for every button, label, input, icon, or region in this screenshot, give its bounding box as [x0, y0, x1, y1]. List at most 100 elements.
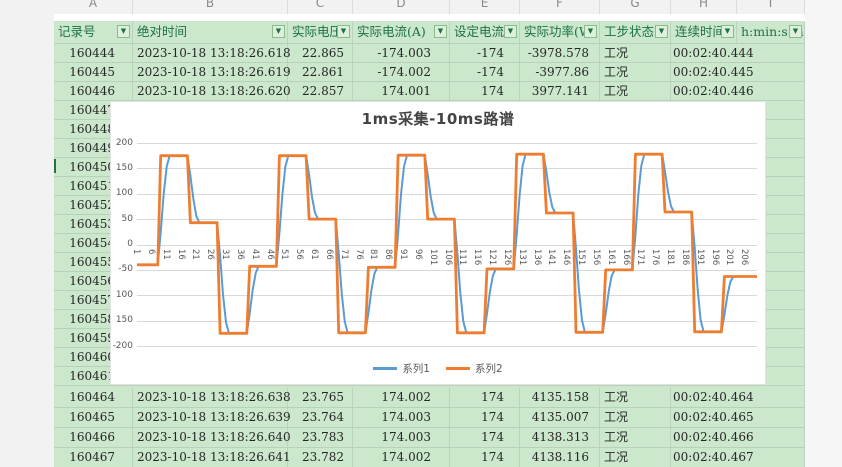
- data-cell: -174: [450, 63, 520, 81]
- data-cell: 2023-10-18 13:18:26.619: [133, 63, 291, 81]
- data-cell: 160444: [54, 44, 133, 62]
- data-cell: 23.765: [288, 388, 353, 407]
- empty-cell: [737, 44, 805, 62]
- table-row: 160466 2023-10-18 13:18:26.640 23.783 174.0…: [54, 428, 805, 448]
- y-axis-tick-label: 50: [121, 213, 133, 224]
- filter-dropdown-icon[interactable]: ▼: [504, 25, 517, 38]
- column-letter-B[interactable]: B: [133, 0, 288, 16]
- chart-gridline: [137, 269, 757, 271]
- data-cell: 160466: [54, 428, 133, 447]
- hidden-cell: [737, 367, 805, 385]
- chart-title: 1ms采集-10ms路谱: [361, 110, 515, 128]
- y-axis-tick-label: 0: [127, 239, 133, 249]
- filter-dropdown-icon[interactable]: ▼: [584, 25, 597, 38]
- data-cell: 174.003: [353, 428, 450, 447]
- hidden-cell: [737, 348, 805, 366]
- empty-cell: [737, 428, 805, 447]
- chart-gridline: [137, 168, 757, 170]
- data-cell: 工况: [600, 448, 671, 467]
- column-letter-C[interactable]: C: [288, 0, 353, 16]
- data-cell: 00:02:40.464: [673, 390, 754, 404]
- data-cell: 2023-10-18 13:18:26.639: [133, 408, 291, 427]
- data-cell: -174.002: [353, 63, 450, 81]
- data-cell: -174.003: [353, 44, 450, 62]
- data-cell: 174.002: [353, 388, 450, 407]
- table-row: 160444 2023-10-18 13:18:26.618 22.865 -174.…: [54, 44, 805, 63]
- y-axis-tick-label: -200: [112, 340, 133, 351]
- header-cell: 设定电流(▼: [450, 21, 520, 43]
- data-cell: 00:02:40.467: [673, 450, 754, 464]
- chart-gridline: [137, 193, 757, 195]
- legend-line-swatch: [373, 367, 398, 370]
- frozen-row-strip: [54, 14, 805, 21]
- embedded-line-chart[interactable]: 1ms采集-10ms路谱 200 150 100 50 0 -50 100 150 -200 1 6…: [110, 101, 766, 385]
- data-cell: 22.865: [288, 44, 353, 62]
- hidden-cell: [737, 253, 805, 271]
- chart-gridline: [137, 295, 757, 297]
- hidden-cell: [737, 177, 805, 195]
- filter-dropdown-icon[interactable]: ▼: [434, 25, 447, 38]
- column-letter-E[interactable]: E: [450, 0, 520, 16]
- header-cell: 绝对时间 ▼: [133, 21, 288, 43]
- chart-gridline: [137, 320, 757, 322]
- column-letter-F[interactable]: F: [520, 0, 600, 16]
- data-cell: -174: [450, 44, 520, 62]
- filter-dropdown-icon[interactable]: ▼: [721, 25, 734, 38]
- selection-marker: [54, 159, 56, 173]
- legend-line-swatch: [446, 367, 470, 370]
- window-right-margin: [805, 0, 842, 467]
- data-cell: 4138.116: [520, 448, 600, 467]
- column-letter-D[interactable]: D: [353, 0, 450, 16]
- hidden-cell: [737, 310, 805, 328]
- data-cell: 160465: [54, 408, 133, 427]
- column-letter-I[interactable]: I: [737, 0, 805, 16]
- data-cell: -3978.578: [520, 44, 600, 62]
- filter-dropdown-icon[interactable]: ▼: [655, 25, 668, 38]
- y-axis-tick-label: 150: [115, 315, 133, 326]
- column-letter-G[interactable]: G: [600, 0, 671, 16]
- data-cell: 2023-10-18 13:18:26.618: [133, 44, 291, 62]
- header-cell: 实际功率(W ▼: [520, 21, 600, 43]
- data-cell: 工况: [600, 44, 671, 62]
- y-axis-tick-label: 150: [115, 162, 133, 173]
- header-cell: 实际电压 ▼: [288, 21, 353, 43]
- data-cell: 工况: [600, 428, 671, 447]
- empty-cell: [737, 408, 805, 427]
- left-gutter: [0, 16, 54, 467]
- legend-item: 系列2: [446, 361, 503, 376]
- data-cell: 174.001: [353, 82, 450, 100]
- empty-cell: [737, 82, 805, 100]
- filter-dropdown-icon[interactable]: ▼: [272, 25, 285, 38]
- column-letter-A[interactable]: A: [54, 0, 133, 16]
- hidden-cell: [737, 196, 805, 214]
- y-axis-tick-label: 100: [115, 289, 133, 300]
- data-cell: 00:02:40.465: [673, 410, 754, 424]
- series2-line: [137, 152, 757, 335]
- data-cell: 00:02:40.445: [673, 65, 754, 79]
- data-cell: 3977.141: [520, 82, 600, 100]
- filter-dropdown-icon[interactable]: ▼: [337, 25, 350, 38]
- hidden-cell: [737, 272, 805, 290]
- hidden-cell: [737, 215, 805, 233]
- data-cell: 174: [450, 388, 520, 407]
- data-cell: 174.003: [353, 408, 450, 427]
- column-letter-H[interactable]: H: [671, 0, 737, 16]
- chart-gridline: [137, 143, 757, 144]
- legend-label: 系列1: [402, 363, 430, 375]
- data-cell: 4135.158: [520, 388, 600, 407]
- header-cell: 工步状态 ▼: [600, 21, 671, 43]
- empty-cell: [737, 63, 805, 81]
- chart-gridline: [137, 346, 757, 347]
- hidden-cell: [737, 120, 805, 138]
- filter-dropdown-icon[interactable]: ▼: [117, 25, 130, 38]
- data-cell: 工况: [600, 408, 671, 427]
- data-cell: 工况: [600, 82, 671, 100]
- data-cell: 00:02:40.446: [673, 84, 754, 98]
- legend-label: 系列2: [475, 363, 503, 375]
- table-row: 160445 2023-10-18 13:18:26.619 22.861 -174.…: [54, 63, 805, 82]
- table-row: 160467 2023-10-18 13:18:26.641 23.782 174.0…: [54, 448, 805, 467]
- hidden-cell: [737, 291, 805, 309]
- filter-dropdown-icon[interactable]: ▼: [789, 25, 802, 38]
- data-cell: 23.783: [288, 428, 353, 447]
- header-cell: 实际电流(A) ▼: [353, 21, 450, 43]
